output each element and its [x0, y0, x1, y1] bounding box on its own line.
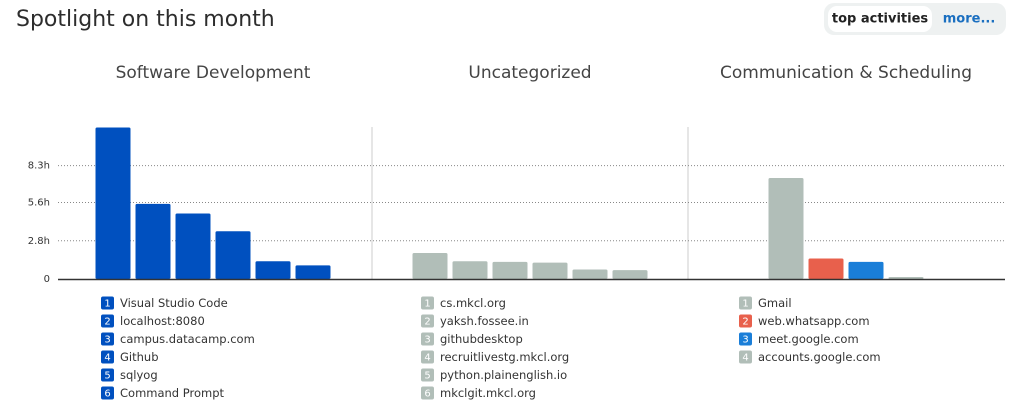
bar: [888, 276, 924, 279]
legend-rank: 6: [104, 389, 110, 400]
legend-rank: 5: [104, 371, 110, 382]
panel-title: Communication & Scheduling: [720, 63, 972, 83]
legend-label: sqlyog: [120, 368, 158, 382]
bar: [848, 261, 884, 279]
bar: [95, 127, 131, 279]
legend-rank: 3: [742, 335, 748, 346]
bar: [295, 265, 331, 279]
legend-rank: 1: [104, 299, 110, 310]
legend-rank: 3: [104, 335, 110, 346]
legend-badge: [101, 368, 114, 382]
legend-badge: [739, 350, 752, 364]
legend-rank: 2: [742, 317, 748, 328]
y-tick-label: 0: [44, 274, 50, 285]
legend-label: recruitlivestg.mkcl.org: [440, 350, 569, 364]
legend-label: localhost:8080: [120, 314, 205, 328]
legend-label: Command Prompt: [120, 386, 225, 400]
bar: [532, 262, 568, 279]
legend-rank: 4: [104, 353, 110, 364]
y-tick-label: 8.3h: [28, 161, 50, 172]
legend-label: Gmail: [758, 296, 792, 310]
legend-badge: [101, 296, 114, 310]
legend-rank: 4: [424, 353, 430, 364]
bar: [175, 213, 211, 279]
legend-rank: 1: [424, 299, 430, 310]
legend-label: accounts.google.com: [758, 350, 881, 364]
legend-label: yaksh.fossee.in: [440, 314, 529, 328]
legend-rank: 5: [424, 371, 430, 382]
y-tick-label: 2.8h: [28, 236, 50, 247]
legend-rank: 2: [104, 317, 110, 328]
bar: [572, 269, 608, 279]
legend-badge: [101, 314, 114, 328]
legend-rank: 2: [424, 317, 430, 328]
bar: [412, 253, 448, 279]
legend-rank: 3: [424, 335, 430, 346]
legend-label: meet.google.com: [758, 332, 859, 346]
legend-rank: 4: [742, 353, 748, 364]
bar: [255, 261, 291, 279]
legend-badge: [739, 296, 752, 310]
legend-label: python.plainenglish.io: [440, 368, 567, 382]
grid: 0 2.8h 5.6h 8.3h: [28, 161, 1005, 285]
legend-badge: [421, 350, 434, 364]
tab-active-bg: [828, 6, 932, 32]
legend-rank: 6: [424, 389, 430, 400]
legend-badge: [421, 368, 434, 382]
legend-label: cs.mkcl.org: [440, 296, 506, 310]
legend-label: githubdesktop: [440, 332, 523, 346]
legend-badge: [421, 296, 434, 310]
legend-badge: [421, 386, 434, 400]
legend-badge: [101, 350, 114, 364]
page-title: Spotlight on this month: [16, 7, 275, 32]
legend-badge: [421, 332, 434, 346]
legend-badge: [101, 386, 114, 400]
legend-label: Visual Studio Code: [120, 296, 228, 310]
legend-label: campus.datacamp.com: [120, 332, 255, 346]
y-tick-label: 5.6h: [28, 198, 50, 209]
legend-badge: [101, 332, 114, 346]
legend-badge: [739, 332, 752, 346]
legend-rank: 1: [742, 299, 748, 310]
plots: Software Development 1 Visual Studio Code 2…: [95, 63, 972, 400]
legend-label: Github: [120, 350, 159, 364]
bar: [492, 261, 528, 279]
bar: [768, 177, 804, 279]
bar: [215, 231, 251, 279]
legend-badge: [739, 314, 752, 328]
legend-badge: [421, 314, 434, 328]
legend-label: mkclgit.mkcl.org: [440, 386, 536, 400]
bar: [612, 270, 648, 279]
panel-title: Uncategorized: [468, 63, 591, 83]
tab[interactable]: top activities: [832, 12, 929, 27]
tab[interactable]: more...: [943, 12, 996, 27]
bar: [452, 261, 488, 279]
bar: [808, 258, 844, 279]
legend-label: web.whatsapp.com: [758, 314, 870, 328]
panel-title: Software Development: [116, 63, 311, 83]
bar: [135, 203, 171, 279]
